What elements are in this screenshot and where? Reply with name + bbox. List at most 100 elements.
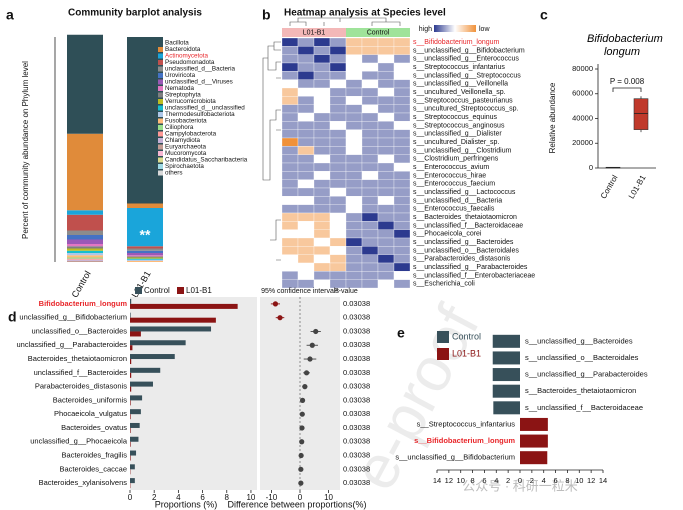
legend-swatch bbox=[437, 348, 449, 360]
legend-label: Verrucomicrobiota bbox=[165, 98, 216, 105]
group-label: L01-B1 bbox=[303, 29, 326, 36]
legend-swatch bbox=[158, 40, 163, 46]
y-tick-label: Bacteroides_fragilis bbox=[62, 451, 128, 460]
heat-cell bbox=[393, 246, 411, 255]
heat-cell bbox=[345, 196, 363, 205]
heat-cell bbox=[361, 179, 379, 189]
x-tick-label: 10 bbox=[246, 493, 255, 502]
x-tick-label: 0 bbox=[128, 493, 133, 502]
heat-cell bbox=[281, 62, 299, 72]
y-tick-label: Bacteroides_caccae bbox=[59, 464, 127, 473]
legend-swatch bbox=[177, 287, 184, 294]
heat-cell bbox=[297, 112, 315, 122]
heat-cell bbox=[361, 246, 379, 255]
heat-cell bbox=[313, 154, 331, 164]
legend-label: Fusobacteriota bbox=[165, 118, 207, 125]
row-label: s__uncultured_Streptococcus_sp. bbox=[413, 106, 519, 113]
legend-label: Uroviricota bbox=[165, 72, 196, 79]
bar bbox=[520, 434, 548, 448]
heat-cell bbox=[297, 246, 315, 255]
heat-cell bbox=[281, 79, 299, 89]
bar bbox=[130, 312, 131, 318]
bar bbox=[130, 381, 153, 387]
category-label: s__unclassified_f__Bacteroidaceae bbox=[525, 403, 643, 412]
heat-cell bbox=[345, 71, 363, 80]
heat-cell bbox=[361, 96, 379, 105]
heat-cell bbox=[345, 121, 363, 130]
row-label: s__unclassified_o__Bacteroidales bbox=[413, 247, 519, 254]
heat-cell bbox=[329, 104, 347, 114]
legend-label: Euryarchaeota bbox=[165, 144, 206, 151]
heat-cell bbox=[345, 54, 363, 64]
heat-cell bbox=[313, 121, 331, 130]
heat-cell bbox=[281, 254, 299, 264]
heat-cell bbox=[297, 129, 315, 139]
heat-cell bbox=[313, 212, 331, 222]
heat-cell bbox=[329, 262, 347, 272]
heat-cell bbox=[393, 104, 411, 114]
heat-cell bbox=[297, 271, 315, 280]
heat-cell bbox=[297, 171, 315, 180]
y-tick-label: 20000 bbox=[572, 138, 593, 147]
heat-cell bbox=[329, 121, 347, 130]
heat-cell bbox=[393, 79, 411, 89]
heat-cell bbox=[361, 71, 379, 80]
heat-cell bbox=[361, 62, 379, 72]
heat-cell bbox=[313, 254, 331, 264]
heat-cell bbox=[377, 54, 395, 64]
row-label: s__unclassified_g__Enterococcus bbox=[413, 56, 519, 63]
heat-cell bbox=[297, 162, 315, 172]
group-label: Control bbox=[367, 29, 390, 36]
row-label: s__unclassified_g__Parabacteroides bbox=[413, 264, 528, 271]
heat-cell bbox=[281, 212, 299, 222]
heat-cell bbox=[297, 254, 315, 264]
heat-cell bbox=[361, 37, 379, 47]
heat-cell bbox=[329, 37, 347, 47]
plot-bg bbox=[130, 297, 257, 490]
watermark: 公众号 · 科研一粒米 bbox=[462, 478, 578, 493]
heat-cell bbox=[377, 71, 395, 80]
panel-letter: d bbox=[8, 309, 17, 325]
heat-cell bbox=[345, 104, 363, 114]
heat-cell bbox=[345, 112, 363, 122]
heat-cell bbox=[393, 237, 411, 247]
heat-cell bbox=[281, 279, 299, 289]
y-tick-label: 0 bbox=[589, 163, 593, 172]
bar bbox=[130, 317, 216, 323]
heat-cell bbox=[281, 46, 299, 55]
legend-swatch bbox=[158, 86, 163, 91]
x-tick-label: 8 bbox=[225, 493, 230, 502]
heat-cell bbox=[329, 71, 347, 80]
y-tick-label: Phocaeicola_vulgatus bbox=[54, 409, 127, 418]
y-axis-label: Relative abundance bbox=[548, 82, 557, 153]
heat-cell bbox=[313, 37, 331, 47]
bar-segment bbox=[67, 255, 103, 258]
legend-label: Bacillota bbox=[165, 40, 189, 47]
heat-cell bbox=[281, 37, 299, 47]
heat-cell bbox=[345, 79, 363, 89]
x-tick-label: 4 bbox=[542, 476, 546, 485]
heat-cell bbox=[377, 254, 395, 264]
y-tick-label: Parabacteroides_distasonis bbox=[35, 382, 127, 391]
column-dendrogram bbox=[289, 17, 401, 26]
heat-cell bbox=[361, 254, 379, 264]
panel-letter: b bbox=[262, 7, 271, 23]
heat-cell bbox=[297, 54, 315, 64]
legend-swatch bbox=[158, 105, 163, 111]
legend-label: Thermodesulfobacteriota bbox=[165, 111, 235, 118]
row-label: s__Enterococcus_faecium bbox=[413, 181, 495, 188]
heat-cell bbox=[297, 221, 315, 230]
y-tick-label: unclassified_o__Bacteroides bbox=[32, 326, 128, 335]
row-label: s__uncultured_Veillonella_sp. bbox=[413, 89, 506, 96]
y-tick-label: unclassified_g__Bifidobacterium bbox=[19, 313, 127, 322]
heat-cell bbox=[281, 154, 299, 164]
group-header bbox=[346, 28, 410, 37]
bar bbox=[130, 395, 143, 401]
heat-cell bbox=[329, 246, 347, 255]
legend-label: Bacteroidota bbox=[165, 46, 201, 53]
row-label: s__unclassified_f__Enterobacteriaceae bbox=[413, 272, 535, 279]
legend-swatch bbox=[437, 331, 449, 343]
bar-segment bbox=[67, 244, 103, 247]
bar-segment bbox=[67, 248, 103, 251]
bar bbox=[130, 441, 131, 447]
